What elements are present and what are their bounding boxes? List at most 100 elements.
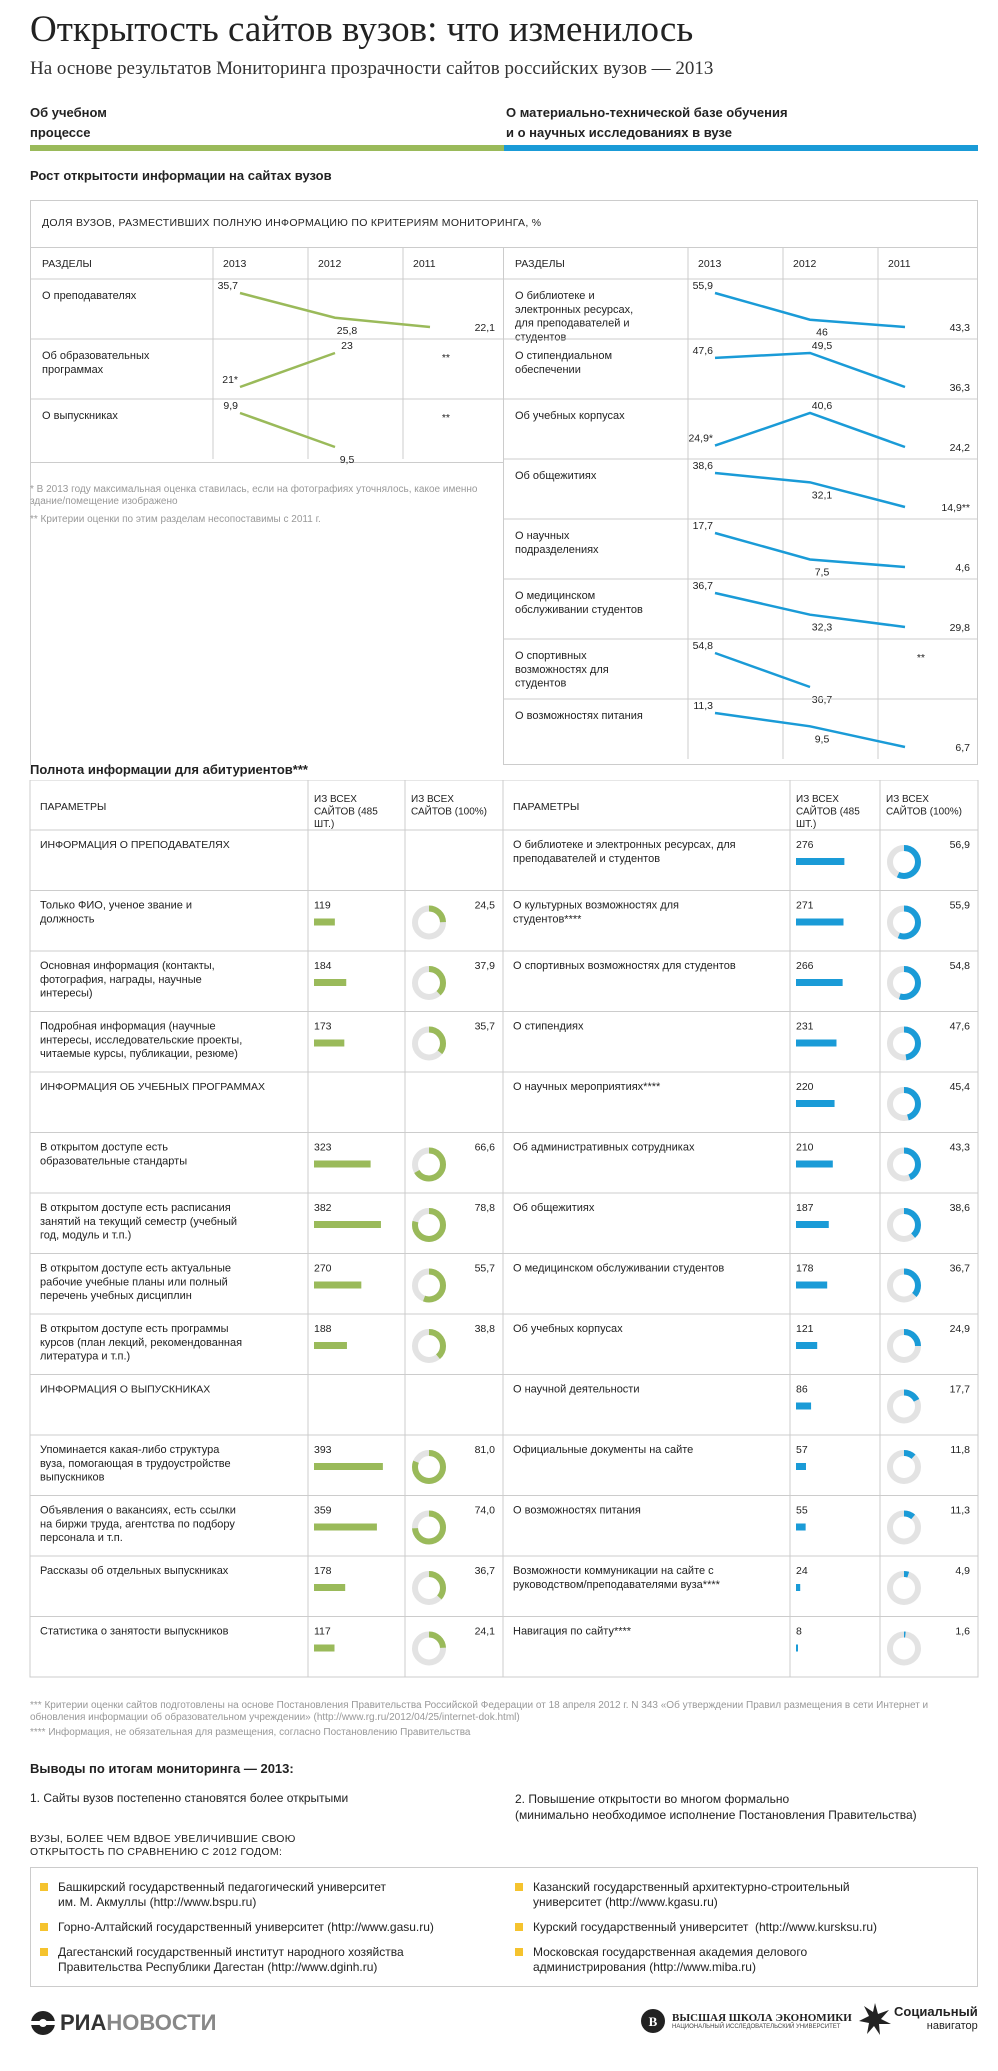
data-label: 40,6: [812, 400, 833, 412]
university-left-item: Дагестанский государственный институт на…: [40, 1945, 500, 1975]
param-count: 271: [796, 900, 814, 912]
donut-value: [412, 1208, 446, 1242]
ria-logo-icon: [30, 2011, 56, 2035]
param-count-bar: [796, 918, 844, 926]
param-label: В открытом доступе есть программы курсов …: [40, 1323, 242, 1363]
param-count: 393: [314, 1444, 332, 1456]
conclusion-point-2: 2. Повышение открытости во многом формал…: [515, 1792, 917, 1822]
growth-table: [30, 200, 978, 765]
donut-value: [412, 1450, 446, 1484]
data-label: 24,9*: [688, 433, 713, 445]
col-header-params: ПАРАМЕТРЫ: [40, 801, 106, 813]
param-count: 184: [314, 960, 332, 972]
data-label: 14,9**: [941, 502, 970, 514]
data-label: 32,1: [812, 489, 833, 501]
donut-value: [887, 1208, 921, 1242]
param-count: 117: [314, 1626, 331, 1638]
param-label: Упоминается какая-либо структура вуза, по…: [40, 1444, 231, 1484]
param-label: Основная информация (контакты, фотография…: [40, 960, 215, 1000]
bullet-square-icon: [40, 1883, 48, 1891]
donut-track: [887, 1450, 921, 1484]
param-label: О культурных возможностях для студентов**…: [513, 900, 679, 926]
param-count: 382: [314, 1202, 332, 1214]
data-label: 4,6: [955, 562, 970, 574]
donut-value: [887, 905, 921, 940]
series-label: Об общежитиях: [515, 470, 597, 482]
data-label: 46: [816, 327, 828, 339]
donut-value: [887, 1571, 921, 1605]
donut-value: [887, 1147, 921, 1182]
header-right: О материально-технической базе обучения …: [506, 105, 788, 140]
university-right-item: Курский государственный университет (htt…: [515, 1920, 975, 1935]
data-label: 55,9: [693, 280, 714, 292]
social-logo-line1: Социальный: [894, 2004, 978, 2019]
data-label: 35,7: [218, 280, 239, 292]
series-line: [714, 351, 906, 389]
data-label: 11,3: [693, 700, 713, 712]
param-count-bar: [314, 1463, 383, 1470]
param-count-bar: [796, 1160, 833, 1168]
data-label: 21*: [222, 374, 238, 386]
header-left-bar: [30, 145, 504, 151]
param-pct: 11,3: [950, 1505, 970, 1517]
param-count: 119: [314, 900, 331, 912]
col-header-year-2011: 2011: [413, 258, 436, 270]
data-label: 22,1: [475, 322, 496, 334]
data-label: 29,8: [950, 622, 971, 634]
donut-track: [887, 1631, 921, 1666]
universities-list-title: ВУЗЫ, БОЛЕЕ ЧЕМ ВДВОЕ УВЕЛИЧИВШИЕ СВОЮ О…: [30, 1833, 296, 1858]
university-left-item-text: Дагестанский государственный институт на…: [58, 1945, 404, 1974]
param-count-bar: [796, 1281, 828, 1289]
param-count: 178: [314, 1565, 332, 1577]
series-line: [714, 711, 906, 749]
series-line: [714, 411, 906, 449]
param-label: О возможностях питания: [513, 1505, 641, 1517]
social-navigator-logo: Социальный навигатор: [858, 2002, 978, 2036]
data-label: 36,7: [812, 694, 833, 706]
param-pct: 36,7: [950, 1263, 971, 1275]
university-right-item-text: Московская государственная академия дело…: [533, 1945, 808, 1974]
hse-logo: В ВЫСШАЯ ШКОЛА ЭКОНОМИКИ НАЦИОНАЛЬНЫЙ ИС…: [640, 2008, 852, 2034]
donut-value: [887, 1510, 921, 1545]
param-count: 210: [796, 1142, 814, 1154]
param-label: Навигация по сайту****: [513, 1626, 632, 1638]
param-count-bar: [796, 1100, 835, 1107]
param-pct: 4,9: [955, 1565, 970, 1577]
param-label: Об общежитиях: [513, 1202, 595, 1214]
university-left-item: Горно-Алтайский государственный универси…: [40, 1920, 500, 1935]
donut-value: [412, 1268, 446, 1303]
ria-logo-text-b: НОВОСТИ: [106, 2010, 217, 2035]
param-count-bar: [796, 1463, 806, 1470]
param-count: 57: [796, 1444, 808, 1456]
hse-logo-line1: ВЫСШАЯ ШКОЛА ЭКОНОМИКИ: [672, 2012, 852, 2024]
col-header-count: ИЗ ВСЕХ САЙТОВ (485 ШТ.): [796, 794, 860, 830]
param-count-bar: [314, 1342, 347, 1349]
hse-logo-line2: НАЦИОНАЛЬНЫЙ ИССЛЕДОВАТЕЛЬСКИЙ УНИВЕРСИТ…: [672, 2024, 841, 2030]
param-count: 323: [314, 1142, 332, 1154]
col-header-count: ИЗ ВСЕХ САЙТОВ (485 ШТ.): [314, 794, 378, 830]
bullet-square-icon: [40, 1923, 48, 1931]
donut-value: [887, 1026, 921, 1061]
param-label: Об учебных корпусах: [513, 1323, 623, 1335]
university-right-item-text: Курский государственный университет (htt…: [533, 1920, 878, 1934]
param-count-bar: [796, 1342, 818, 1349]
data-label: 32,3: [812, 622, 833, 634]
growth-line-charts: РАЗДЕЛЫ 2013 2012 2011 О преподавателях 35,7 2…: [30, 247, 978, 759]
param-pct: 24,5: [475, 900, 496, 912]
series-line: [239, 291, 431, 329]
data-label: 36,3: [950, 382, 971, 394]
param-count-bar: [796, 1221, 829, 1228]
param-label: О библиотеке и электронных ресурсах, для…: [513, 839, 736, 865]
param-count-bar: [796, 1523, 806, 1531]
data-label: 54,8: [693, 640, 714, 652]
series-line: [239, 351, 336, 389]
growth-table-title: ДОЛЯ ВУЗОВ, РАЗМЕСТИВШИХ ПОЛНУЮ ИНФОРМАЦ…: [42, 217, 542, 229]
param-count-bar: [314, 1584, 346, 1591]
param-count: 121: [796, 1323, 814, 1335]
series-line: [714, 531, 906, 569]
param-count-bar: [796, 1039, 837, 1047]
param-count: 187: [796, 1202, 814, 1214]
param-pct: 35,7: [475, 1021, 496, 1033]
donut-value: [412, 905, 446, 940]
col-header-sections: РАЗДЕЛЫ: [42, 258, 92, 270]
